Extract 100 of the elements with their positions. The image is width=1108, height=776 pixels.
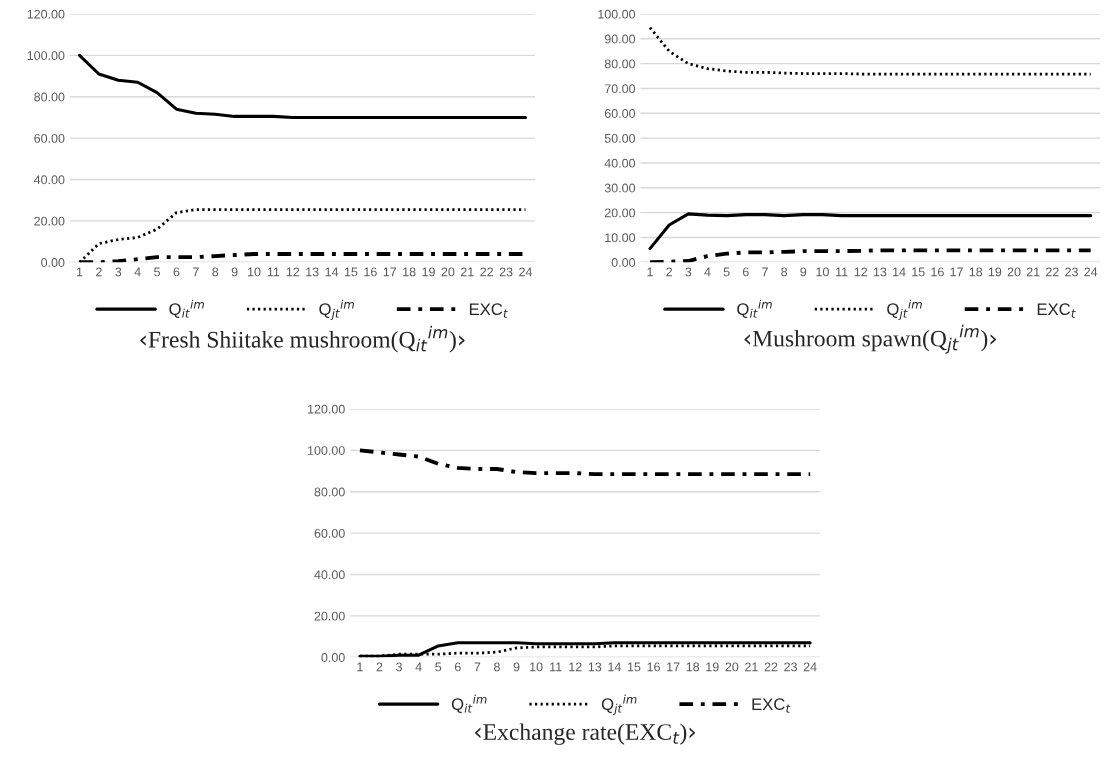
x-tick-label: 1 [357, 662, 363, 672]
x-tick-label: 18 [686, 662, 700, 672]
x-tick-label: 13 [588, 662, 602, 672]
x-tick-label: 5 [723, 267, 730, 277]
line-series [77, 53, 527, 119]
line-series [648, 212, 1093, 251]
legend-label: Q$_{it}$$^{im}$ [169, 299, 204, 319]
y-tick-label: 20.00 [604, 208, 636, 218]
y-tick-label: 120.00 [27, 9, 65, 19]
y-tick-label: 0.00 [321, 653, 345, 662]
text: ‹Mushroom spawn(Q$_{jt}$$^{im}$)› [744, 324, 996, 354]
x-tick-label: 17 [950, 267, 963, 277]
x-tick-label: 3 [685, 267, 692, 277]
x-tick-label: 10 [248, 267, 261, 277]
x-tick-label: 14 [893, 267, 906, 277]
line-series [648, 248, 1093, 263]
y-tick-label: 40.00 [33, 175, 65, 185]
x-tick-label: 7 [762, 267, 768, 277]
x-tick-label: 14 [325, 267, 339, 277]
y-tick-label: 40.00 [604, 158, 636, 168]
x-tick-label: 7 [193, 267, 199, 277]
x-tick-label: 16 [647, 662, 660, 672]
x-tick-label: 15 [912, 267, 925, 277]
y-tick-label: 20.00 [314, 611, 345, 621]
x-tick-label: 22 [480, 267, 494, 277]
legend-label: EXC$_{t}$ [1037, 303, 1076, 318]
legend-label: Q$_{jt}$$^{im}$ [319, 299, 354, 321]
x-tick-label: 1 [647, 267, 653, 277]
x-tick-label: 17 [667, 662, 680, 672]
x-tick-label: 6 [173, 267, 180, 277]
x-tick-label: 19 [706, 662, 719, 672]
line-series [648, 26, 1093, 76]
y-tick-label: 60.00 [314, 528, 345, 538]
x-tick-label: 2 [376, 662, 383, 672]
x-tick-label: 11 [550, 662, 562, 672]
text: ‹Fresh Shiitake mushroom(Q$_{it}$$^{im}$)› [140, 325, 465, 353]
x-tick-label: 6 [742, 267, 749, 277]
y-tick-label: 60.00 [34, 133, 65, 143]
x-tick-label: 18 [969, 267, 983, 277]
x-tick-label: 10 [530, 662, 543, 672]
x-tick-label: 23 [784, 662, 797, 672]
x-tick-label: 11 [836, 267, 848, 277]
y-tick-label: 100.00 [307, 446, 345, 455]
y-tick-label: 70.00 [604, 84, 636, 94]
x-tick-label: 19 [422, 267, 435, 277]
x-tick-label: 8 [781, 267, 788, 277]
x-tick-label: 3 [396, 662, 402, 672]
x-tick-label: 14 [608, 662, 621, 672]
x-tick-label: 13 [873, 267, 887, 277]
x-tick-label: 23 [499, 267, 513, 277]
y-tick-label: 80.00 [34, 92, 65, 102]
x-tick-label: 23 [1065, 267, 1078, 277]
x-tick-label: 22 [1046, 267, 1059, 277]
x-tick-label: 16 [364, 267, 377, 277]
x-tick-label: 24 [519, 267, 533, 277]
legend-label: Q$_{jt}$$^{im}$ [887, 299, 922, 321]
x-tick-label: 4 [704, 267, 711, 277]
x-tick-label: 16 [931, 267, 944, 277]
y-tick-label: 10.00 [605, 233, 636, 243]
x-tick-label: 21 [745, 662, 758, 672]
legend-label: Q$_{it}$$^{im}$ [737, 299, 772, 319]
legend-label: Q$_{it}$$^{im}$ [451, 694, 487, 714]
y-tick-label: 100.00 [27, 51, 65, 61]
x-tick-label: 24 [1084, 267, 1098, 277]
y-tick-label: 100.00 [598, 9, 636, 19]
x-tick-label: 6 [454, 662, 461, 672]
x-tick-label: 12 [854, 267, 868, 277]
x-tick-label: 11 [267, 267, 280, 277]
x-tick-label: 8 [494, 662, 500, 672]
y-tick-label: 80.00 [314, 487, 345, 497]
y-tick-label: 90.00 [604, 34, 636, 44]
y-tick-label: 50.00 [604, 133, 636, 143]
legend-label: EXC$_{t}$ [469, 303, 508, 318]
x-tick-label: 7 [474, 662, 481, 672]
x-tick-label: 12 [569, 662, 582, 672]
x-tick-label: 2 [96, 267, 102, 277]
x-tick-label: 9 [231, 267, 238, 277]
x-tick-label: 5 [154, 267, 161, 277]
x-tick-label: 3 [115, 267, 122, 277]
x-tick-label: 24 [803, 662, 817, 672]
x-tick-label: 21 [460, 267, 474, 277]
x-tick-label: 5 [435, 662, 442, 672]
y-tick-label: 40.00 [314, 570, 345, 580]
x-tick-label: 17 [383, 267, 397, 277]
x-tick-label: 10 [816, 267, 829, 277]
x-tick-label: 22 [764, 662, 778, 672]
y-tick-label: 60.00 [604, 109, 636, 118]
y-tick-label: 0.00 [41, 258, 65, 267]
legend-label: Q$_{jt}$$^{im}$ [601, 694, 637, 716]
y-tick-label: 20.00 [34, 216, 65, 226]
x-tick-label: 8 [212, 267, 219, 277]
y-tick-label: 80.00 [604, 59, 636, 69]
line-series [357, 448, 813, 477]
x-tick-label: 1 [76, 267, 83, 277]
x-tick-label: 15 [627, 662, 641, 672]
x-tick-label: 18 [403, 267, 416, 277]
x-tick-label: 9 [513, 662, 520, 672]
x-tick-label: 21 [1026, 267, 1040, 277]
y-tick-label: 120.00 [307, 404, 345, 414]
x-tick-label: 4 [415, 662, 422, 672]
